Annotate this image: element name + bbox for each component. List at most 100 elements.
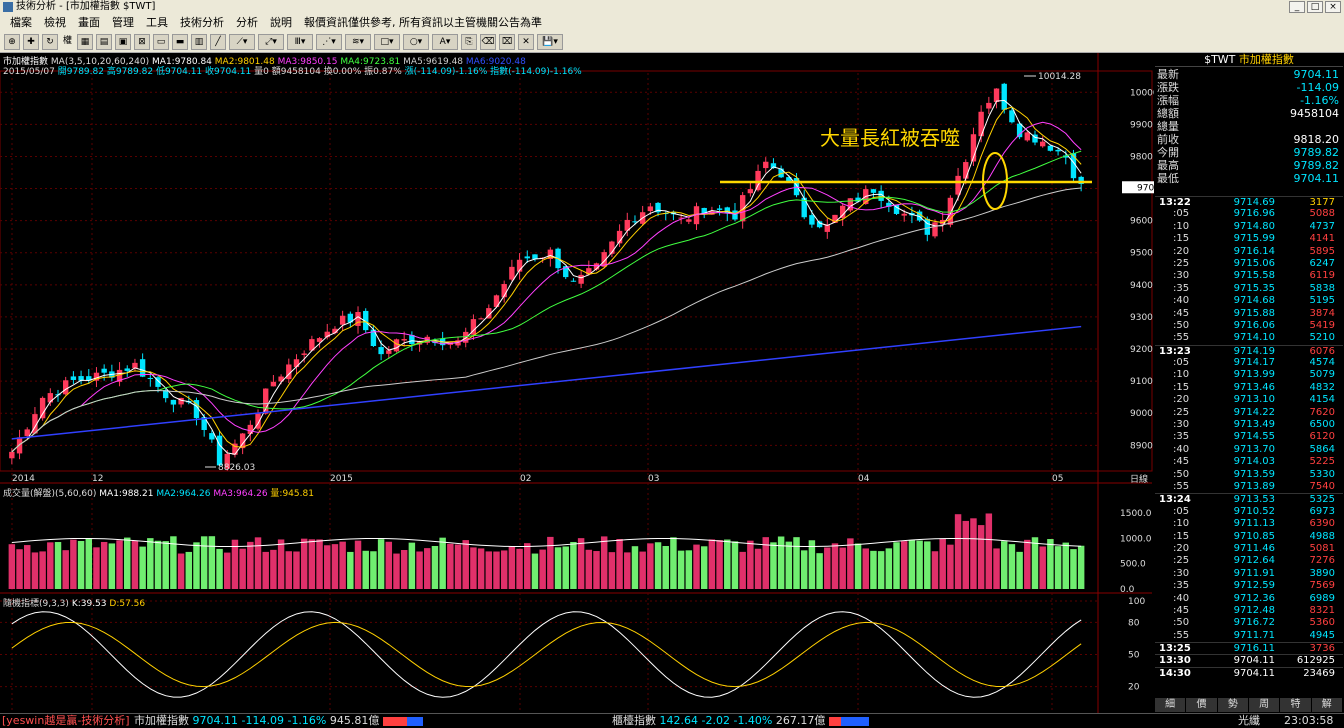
tick-row[interactable]: :05 9710.52 6973 [1155, 506, 1343, 518]
grid-icon[interactable]: ▤ [96, 33, 113, 50]
tick-row[interactable]: 13:24 9713.53 5325 [1155, 493, 1343, 505]
tick-row[interactable]: :50 9716.06 5419 [1155, 320, 1343, 332]
candle-body [116, 369, 123, 382]
cancel-icon[interactable]: ⊠ [134, 33, 151, 50]
volume-bar [716, 540, 723, 589]
volume-bar [608, 552, 616, 589]
ellipse-tool-icon[interactable]: ○▾ [403, 33, 430, 50]
quote-tab[interactable]: 解 [1312, 698, 1343, 712]
tick-row[interactable]: 13:23 9714.19 6076 [1155, 344, 1343, 357]
color-icon[interactable]: ▦ [77, 33, 94, 50]
tick-row[interactable]: :40 9713.70 5864 [1155, 444, 1343, 456]
menu-file[interactable]: 檔案 [10, 16, 32, 29]
close-button[interactable]: × [1325, 1, 1341, 13]
tick-row[interactable]: :05 9716.96 5088 [1155, 208, 1343, 220]
tick-row[interactable]: 13:30 9704.11 612925 [1155, 654, 1343, 666]
tick-row[interactable]: :50 9713.59 5330 [1155, 469, 1343, 481]
tick-row[interactable]: :20 9711.46 5081 [1155, 543, 1343, 555]
tick-row[interactable]: :40 9712.36 6989 [1155, 593, 1343, 605]
tick-row[interactable]: 14:30 9704.11 23469 [1155, 666, 1343, 679]
quote-tab[interactable]: 周 [1249, 698, 1281, 712]
period-dropdown[interactable]: 權 [63, 35, 73, 46]
volume-bar [324, 545, 331, 589]
menu-screen[interactable]: 畫面 [78, 16, 100, 29]
clock: 23:03:58 [1284, 714, 1334, 727]
text-tool-icon[interactable]: A▾ [432, 33, 459, 50]
tick-row[interactable]: :05 9714.17 4574 [1155, 357, 1343, 369]
quote-tab[interactable]: 特 [1280, 698, 1312, 712]
erase-all-icon[interactable]: ⌧ [499, 33, 516, 50]
crosshair-icon[interactable]: ✚ [23, 33, 39, 50]
candle-body [509, 266, 515, 280]
candle-body [947, 197, 954, 225]
quote-tab[interactable]: 價 [1186, 698, 1218, 712]
quote-tab[interactable]: 勢 [1218, 698, 1249, 712]
eraser-icon[interactable]: ⌫ [480, 33, 497, 50]
layout-icon[interactable]: ▬ [172, 33, 189, 50]
tick-row[interactable]: :25 9715.06 6247 [1155, 258, 1343, 270]
window-icon[interactable]: ▭ [153, 33, 170, 50]
price-tick-label: 9100 [1130, 377, 1153, 387]
menu-analysis[interactable]: 分析 [236, 16, 258, 29]
menu-tools[interactable]: 工具 [146, 16, 168, 29]
tick-row[interactable]: :30 9715.58 6119 [1155, 270, 1343, 282]
quote-label: 總量 [1157, 120, 1179, 133]
bar-tool-icon[interactable]: Ⅲ▾ [287, 33, 314, 50]
tick-row[interactable]: :50 9716.72 5360 [1155, 617, 1343, 629]
tick-list[interactable]: 13:22 9714.69 3177:05 9716.96 5088:10 9714.80… [1155, 196, 1343, 679]
tick-row[interactable]: :10 9711.13 6390 [1155, 518, 1343, 530]
minimize-button[interactable]: _ [1289, 1, 1305, 13]
menu-view[interactable]: 檢視 [44, 16, 66, 29]
draw-line-icon[interactable]: ╱ [210, 33, 227, 50]
ray-tool-icon[interactable]: ⤢▾ [258, 33, 285, 50]
tick-row[interactable]: :15 9715.99 4141 [1155, 233, 1343, 245]
delete-icon[interactable]: ✕ [518, 33, 535, 50]
tick-row[interactable]: :25 9714.22 7620 [1155, 407, 1343, 419]
chart-canvas[interactable]: 1000099009800970096009500940093009200910… [0, 53, 1154, 713]
candle-body [1070, 153, 1077, 179]
fan-tool-icon[interactable]: ⋰▾ [316, 33, 343, 50]
volume-bar [1000, 541, 1008, 589]
tick-time: :30 [1173, 270, 1190, 282]
tick-row[interactable]: :15 9713.46 4832 [1155, 382, 1343, 394]
zoom-icon[interactable]: ⊕ [4, 33, 20, 50]
chart-area[interactable]: 1000099009800970096009500940093009200910… [0, 53, 1154, 713]
tick-row[interactable]: :25 9712.64 7276 [1155, 555, 1343, 567]
tick-row[interactable]: :45 9715.88 3874 [1155, 308, 1343, 320]
menu-manage[interactable]: 管理 [112, 16, 134, 29]
tick-row[interactable]: :45 9714.03 5225 [1155, 456, 1343, 468]
tick-row[interactable]: 13:22 9714.69 3177 [1155, 196, 1343, 208]
table-icon[interactable]: ▥ [191, 33, 208, 50]
candle-body [39, 397, 46, 419]
tick-row[interactable]: :55 9713.89 7540 [1155, 481, 1343, 493]
maximize-button[interactable]: □ [1307, 1, 1323, 13]
menu-help[interactable]: 說明 [270, 16, 292, 29]
tick-row[interactable]: :55 9714.10 5210 [1155, 332, 1343, 344]
tick-price: 9712.64 [1233, 555, 1275, 567]
line-tool-icon[interactable]: ⟋▾ [229, 33, 256, 50]
tick-row[interactable]: :45 9712.48 8321 [1155, 605, 1343, 617]
rect-tool-icon[interactable]: □▾ [374, 33, 401, 50]
candle-body [470, 319, 477, 335]
tick-row[interactable]: :15 9710.85 4988 [1155, 531, 1343, 543]
tick-row[interactable]: :10 9713.99 5079 [1155, 369, 1343, 381]
tick-row[interactable]: :30 9711.91 3890 [1155, 568, 1343, 580]
chart-icon[interactable]: ▣ [115, 33, 132, 50]
channel-tool-icon[interactable]: ≋▾ [345, 33, 372, 50]
menu-technical[interactable]: 技術分析 [180, 16, 224, 29]
tick-row[interactable]: :35 9712.59 7569 [1155, 580, 1343, 592]
tick-row[interactable]: :55 9711.71 4945 [1155, 630, 1343, 642]
tick-row[interactable]: :20 9716.14 5895 [1155, 246, 1343, 258]
tick-row[interactable]: 13:25 9716.11 3736 [1155, 642, 1343, 654]
save-icon[interactable]: 💾▾ [537, 33, 564, 50]
tick-time: :30 [1173, 567, 1190, 579]
tick-row[interactable]: :35 9715.35 5838 [1155, 283, 1343, 295]
refresh-icon[interactable]: ↻ [42, 33, 58, 50]
copy-icon[interactable]: ⎘ [461, 33, 478, 50]
tick-row[interactable]: :10 9714.80 4737 [1155, 221, 1343, 233]
tick-row[interactable]: :40 9714.68 5195 [1155, 295, 1343, 307]
tick-row[interactable]: :20 9713.10 4154 [1155, 394, 1343, 406]
tick-row[interactable]: :30 9713.49 6500 [1155, 419, 1343, 431]
quote-tab[interactable]: 細 [1155, 698, 1187, 712]
tick-row[interactable]: :35 9714.55 6120 [1155, 431, 1343, 443]
